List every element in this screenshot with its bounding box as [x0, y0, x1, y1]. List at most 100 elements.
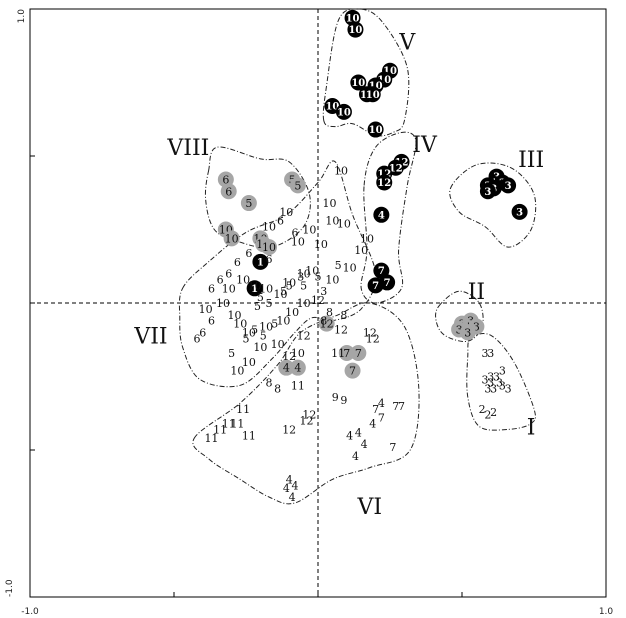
- point-label: 3: [487, 347, 494, 360]
- y-tick-label: 1.0: [17, 9, 27, 24]
- point-label: 6: [208, 315, 215, 328]
- point-label: 5: [260, 329, 267, 342]
- point-label: 3: [484, 382, 491, 395]
- black-point-label: 7: [384, 278, 391, 289]
- group-outline-vi: [192, 302, 420, 505]
- gray-point-marker: [278, 359, 295, 376]
- black-point-label: 3: [484, 187, 491, 198]
- point-label: 10: [227, 309, 241, 322]
- group-label-ii: II: [468, 280, 485, 305]
- black-point-marker: [511, 203, 528, 220]
- point-label: 11: [204, 432, 218, 445]
- black-point-marker: [367, 277, 384, 294]
- point-label: 10: [337, 218, 351, 231]
- point-label: 12: [302, 409, 316, 422]
- point-label: 12: [311, 294, 325, 307]
- point-label: 5: [266, 297, 273, 310]
- gray-point-label: 10: [225, 232, 239, 245]
- gray-point-label: 7: [355, 347, 362, 360]
- point-label: 3: [505, 382, 512, 395]
- black-point-label: 4: [378, 210, 385, 221]
- point-label: 3: [490, 382, 497, 395]
- point-label: 10: [216, 297, 230, 310]
- point-label: 9: [340, 394, 347, 407]
- point-label: 10: [297, 268, 311, 281]
- group-label-v: V: [398, 30, 416, 55]
- point-label: 7: [389, 441, 396, 454]
- point-label: 12: [366, 332, 380, 345]
- point-label: 10: [248, 279, 262, 292]
- point-label: 3: [487, 371, 494, 384]
- point-label: 12: [363, 326, 377, 339]
- point-label: 10: [242, 356, 256, 369]
- gray-point-marker: [459, 324, 476, 341]
- point-label: 10: [230, 365, 244, 378]
- point-label: 4: [283, 482, 290, 495]
- point-label: 10: [305, 265, 319, 278]
- point-label: 10: [253, 341, 267, 354]
- point-label: 10: [354, 244, 368, 257]
- point-label: 10: [236, 273, 250, 286]
- black-point-label: 10: [369, 81, 383, 92]
- gray-point-marker: [289, 359, 306, 376]
- point-label: 10: [314, 238, 328, 251]
- point-label: 11: [230, 418, 244, 431]
- black-point-marker: [376, 174, 393, 191]
- point-label: 3: [493, 371, 500, 384]
- point-label: 11: [291, 379, 305, 392]
- black-point-label: 12: [389, 163, 403, 174]
- gray-point-label: 6: [222, 174, 229, 187]
- point-label: 3: [482, 373, 489, 386]
- point-label: 11: [213, 423, 227, 436]
- point-label: 6: [291, 226, 298, 239]
- x-tick-label: -1.0: [21, 607, 39, 617]
- axis-ticks: -1.0 1.0 1.0 -1.0: [5, 8, 613, 617]
- point-label: 10: [262, 221, 276, 234]
- gray-point-label: 12: [320, 318, 334, 331]
- group-outline-v: [322, 8, 410, 137]
- black-point-marker: [367, 121, 384, 138]
- black-point-label: 10: [337, 107, 351, 118]
- point-label: 10: [242, 326, 256, 339]
- point-label: 6: [234, 256, 241, 269]
- point-label: 10: [360, 232, 374, 245]
- point-label: 6: [266, 253, 273, 266]
- gray-point-marker: [318, 315, 335, 332]
- gray-point-marker: [220, 183, 237, 200]
- black-point-label: 10: [351, 78, 365, 89]
- point-label: 8: [340, 309, 347, 322]
- point-label: 4: [346, 429, 353, 442]
- point-label: 10: [343, 262, 357, 275]
- point-label: 2: [484, 409, 491, 422]
- group-label-i: I: [527, 415, 536, 440]
- point-label: 10: [325, 215, 339, 228]
- point-label: 7: [398, 400, 405, 413]
- point-label: 3: [499, 365, 506, 378]
- point-label: 10: [302, 224, 316, 237]
- point-label: 10: [279, 206, 293, 219]
- point-label: 5: [335, 259, 342, 272]
- gray-point-label: 3: [473, 321, 480, 334]
- gray-point-label: 6: [225, 185, 232, 198]
- point-label: 5: [257, 291, 264, 304]
- point-label: 3: [487, 376, 494, 389]
- point-label: 7: [392, 400, 399, 413]
- black-point-label: 10: [369, 125, 383, 136]
- point-label: 3: [496, 376, 503, 389]
- point-label: 10: [259, 321, 273, 334]
- point-label: 10: [282, 276, 296, 289]
- gray-point-marker: [240, 195, 257, 212]
- point-label: 10: [297, 297, 311, 310]
- point-label: 11: [242, 429, 256, 442]
- point-label: 5: [251, 323, 258, 336]
- point-label: 10: [199, 303, 213, 316]
- gray-point-marker: [223, 230, 240, 247]
- black-point-label: 10: [366, 90, 380, 101]
- gray-point-marker: [261, 239, 278, 256]
- point-label: 12: [297, 329, 311, 342]
- point-label: 7: [378, 412, 385, 425]
- black-point-marker: [364, 86, 381, 103]
- black-point-marker: [252, 253, 269, 270]
